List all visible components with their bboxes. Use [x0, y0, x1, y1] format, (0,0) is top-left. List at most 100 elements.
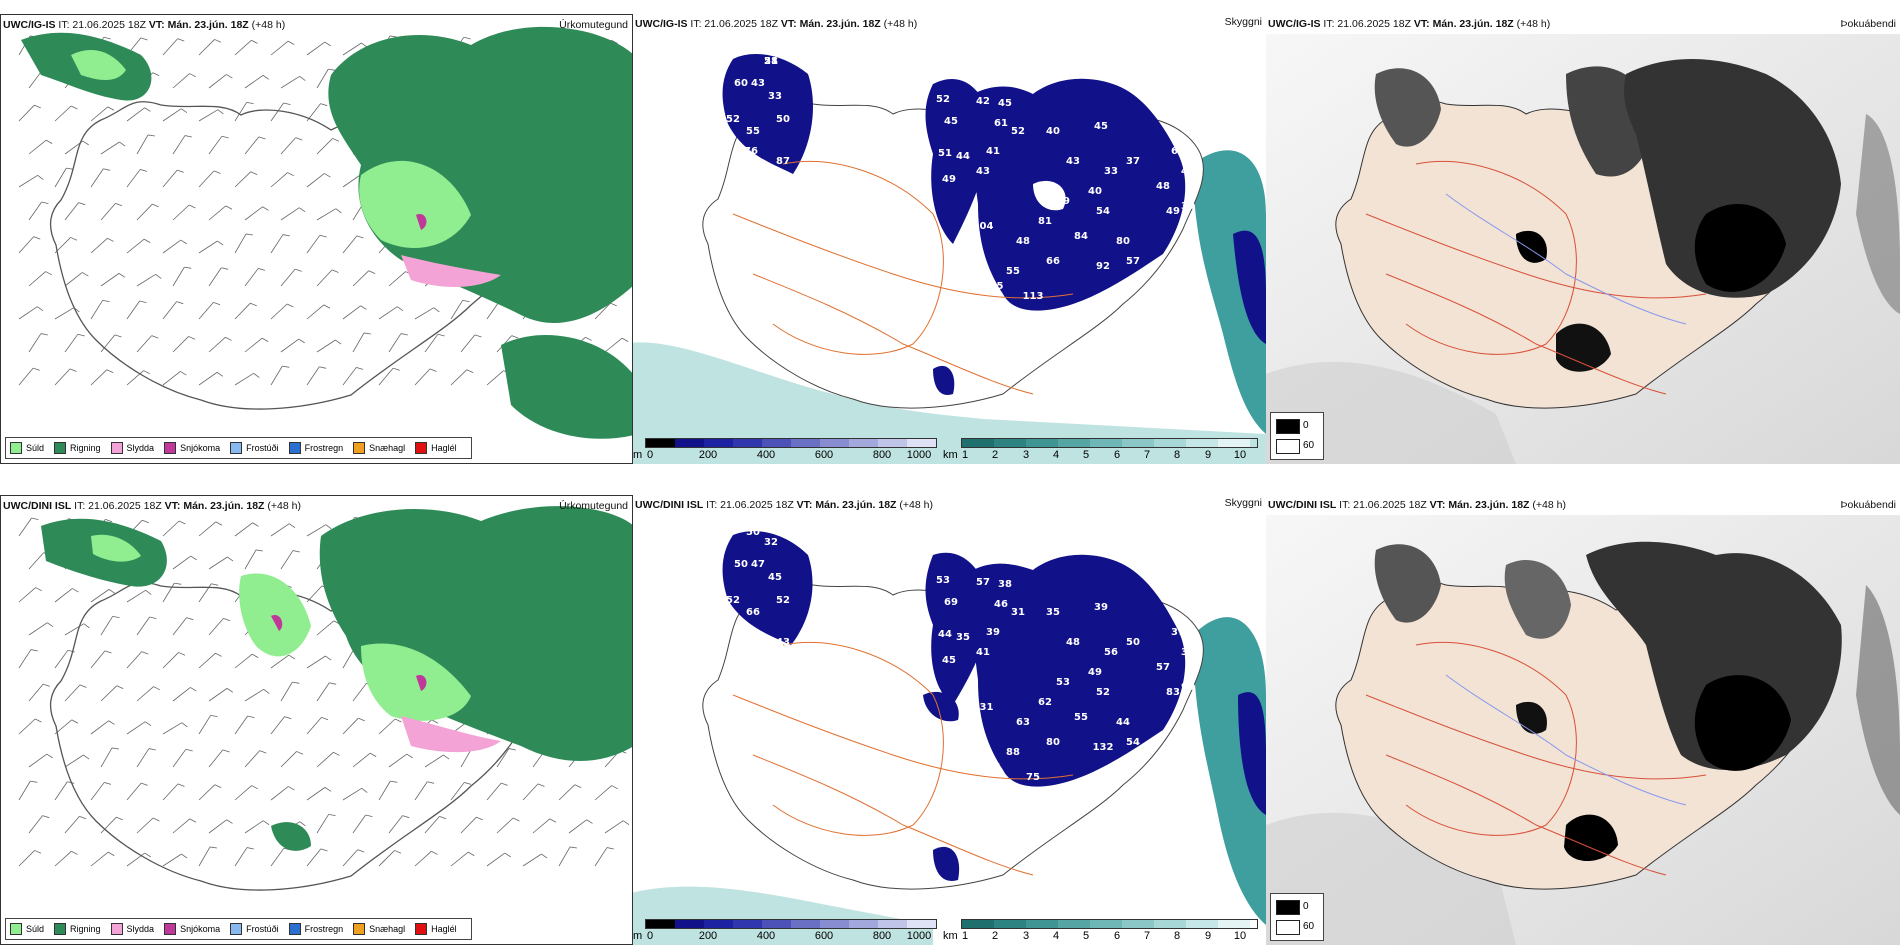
colorbar-tick: 600	[814, 930, 834, 942]
wind-barb	[90, 650, 106, 669]
wind-barb-feather	[259, 750, 267, 754]
wind-barb	[234, 373, 254, 386]
wind-barb	[414, 307, 435, 320]
wind-barb-feather	[361, 788, 368, 793]
wind-barb	[234, 785, 252, 801]
ceiling-value-label: 113	[1023, 291, 1044, 302]
ceiling-value-label: 41	[976, 647, 990, 658]
ceiling-value-label: 49	[942, 174, 956, 185]
wind-barb-feather	[292, 550, 300, 553]
ceiling-value-label: 52	[1011, 126, 1025, 137]
colorbar-tick: 1000	[906, 449, 932, 461]
wind-barb-feather	[296, 751, 304, 755]
wind-barb-feather	[67, 649, 75, 653]
wind-barb	[162, 169, 178, 188]
wind-barb-feather	[104, 782, 112, 785]
wind-barb-feather	[225, 336, 232, 341]
ceiling-value-label: 49	[1088, 667, 1102, 678]
wind-barb	[64, 333, 79, 353]
wind-barb-feather	[299, 207, 306, 213]
ceiling-value-label: 44	[1116, 717, 1130, 728]
ceiling-value-label: 56	[1104, 647, 1118, 658]
wind-barb	[306, 787, 326, 801]
wind-barb-feather	[71, 719, 79, 724]
wind-barb-feather	[145, 590, 152, 595]
ceiling-value-label: 50	[746, 527, 760, 538]
fog-legend-label: 0	[1303, 420, 1309, 431]
wind-barb-feather	[77, 333, 85, 337]
wind-barb	[126, 852, 146, 867]
wind-barb	[208, 819, 227, 834]
wind-barb-feather	[335, 208, 342, 214]
legend-swatch	[110, 442, 123, 454]
wind-barb	[136, 335, 153, 353]
wind-barb	[90, 369, 108, 386]
wind-barb-feather	[30, 780, 38, 783]
wind-barb	[18, 718, 36, 735]
fog-index-panel-top: UWC/IG-IS IT: 21.06.2025 18Z VT: Mán. 23…	[1266, 14, 1900, 464]
wind-barb-feather	[83, 623, 90, 629]
wind-barb-feather	[188, 336, 196, 340]
wind-barb-feather	[402, 815, 410, 819]
wind-barb-feather	[103, 168, 111, 171]
wind-barb-feather	[37, 306, 44, 312]
wind-barb	[270, 786, 289, 801]
wind-barb	[280, 338, 300, 353]
wind-barb	[378, 367, 394, 386]
wind-barb-feather	[69, 368, 77, 372]
colorbar-tick: 5	[1082, 930, 1090, 942]
wind-barb-feather	[107, 106, 115, 111]
legend-item-freezing-drizzle: Frostúði	[230, 442, 279, 454]
wind-barb	[352, 814, 366, 834]
wind-barb-feather	[189, 818, 197, 823]
wind-barb	[90, 106, 109, 122]
legend-swatch	[54, 923, 67, 935]
fog-map-bottom	[1266, 515, 1900, 945]
ceiling-value-label: 92	[1096, 261, 1110, 272]
wind-barb-feather	[107, 851, 115, 856]
wind-barb	[208, 556, 228, 570]
visibility-colorbar-gradient	[961, 438, 1258, 448]
wind-barb-feather	[621, 337, 629, 342]
wind-barb	[424, 816, 440, 834]
wind-barb	[18, 587, 36, 603]
wind-barb	[306, 366, 320, 386]
legend-item-snow-pellets: Snæhagl	[353, 923, 405, 935]
wind-barb-feather	[295, 137, 303, 141]
wind-barb-feather	[319, 234, 327, 238]
wind-barb-feather	[41, 201, 49, 205]
wind-barb-feather	[282, 365, 290, 368]
wind-barb-feather	[569, 846, 577, 849]
wind-barb	[496, 817, 514, 834]
wind-barb-feather	[427, 781, 435, 784]
wind-barb	[414, 781, 428, 801]
wind-barb	[172, 748, 187, 768]
wind-barb	[316, 138, 333, 155]
wind-barb-feather	[221, 267, 229, 270]
colorbar-tick: 5	[1082, 449, 1090, 461]
wind-barb-feather	[42, 815, 50, 819]
ceiling-value-label: 38	[744, 627, 758, 638]
wind-barb-feather	[216, 372, 224, 377]
wind-barb	[208, 336, 226, 353]
wind-barb	[126, 651, 143, 669]
wind-barb	[136, 616, 150, 636]
ceiling-value-label: 39	[1094, 602, 1108, 613]
ceiling-colorbar-unit: m	[633, 930, 643, 942]
wind-barb-feather	[103, 36, 111, 40]
wind-barb-feather	[324, 173, 331, 178]
precip-legend: Súld Rigning Slydda Snjókoma Frostúði Fr…	[5, 437, 472, 459]
wind-barb	[352, 683, 367, 702]
wind-barb-feather	[357, 849, 365, 853]
wind-barb	[316, 751, 334, 768]
wind-barb	[172, 687, 191, 702]
wind-barb-feather	[298, 338, 305, 344]
wind-barb-feather	[142, 519, 149, 524]
wind-barb-feather	[33, 367, 40, 371]
ceiling-value-label: 33	[976, 386, 990, 397]
wind-barb-feather	[511, 335, 519, 339]
wind-barb-feather	[332, 138, 340, 142]
wind-barb-feather	[508, 748, 516, 751]
ceiling-value-label: 93	[966, 727, 980, 738]
ceiling-value-label: 87	[776, 156, 790, 167]
